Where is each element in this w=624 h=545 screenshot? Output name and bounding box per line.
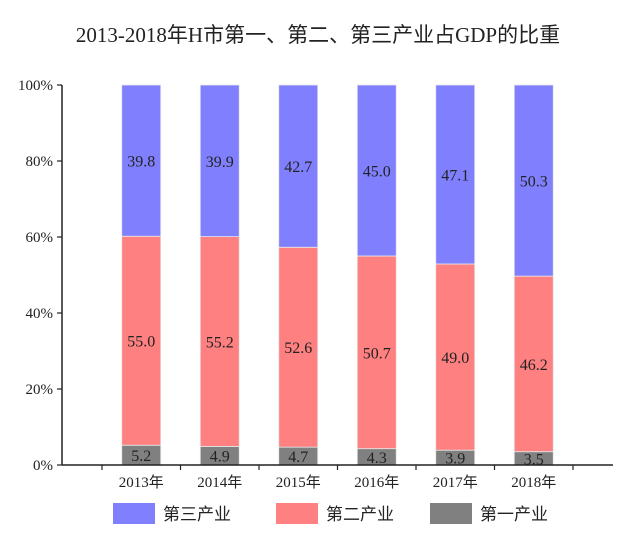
legend-swatch: [430, 503, 472, 524]
bar-segment: [513, 84, 554, 277]
y-tick-label: 0%: [33, 458, 53, 474]
y-tick-label: 100%: [18, 78, 53, 94]
data-label: 4.3: [367, 450, 387, 467]
y-tick-label: 20%: [26, 382, 54, 398]
data-label: 3.9: [445, 451, 465, 468]
data-label: 42.7: [284, 159, 312, 176]
legend-swatch: [113, 503, 155, 524]
x-tick-label: 2013年: [119, 474, 164, 491]
x-tick-label: 2018年: [511, 474, 556, 491]
bar-segment: [356, 84, 397, 257]
data-label: 47.1: [441, 167, 469, 184]
legend-label: 第一产业: [480, 505, 548, 524]
bar-segment: [278, 246, 319, 448]
bar-segment: [356, 255, 397, 450]
data-label: 49.0: [441, 350, 469, 367]
data-label: 39.9: [206, 154, 234, 171]
legend-swatch: [276, 503, 318, 524]
bar-segment: [435, 84, 476, 265]
data-label: 39.8: [127, 154, 155, 171]
data-label: 55.0: [127, 334, 155, 351]
data-label: 45.0: [363, 164, 391, 181]
bar-segment: [278, 84, 319, 248]
y-tick-label: 80%: [26, 154, 54, 170]
y-tick-label: 60%: [26, 230, 54, 246]
data-label: 55.2: [206, 335, 234, 352]
x-tick-label: 2014年: [197, 474, 242, 491]
data-label: 46.2: [520, 357, 548, 374]
data-label: 4.9: [210, 449, 230, 466]
data-label: 50.3: [520, 174, 548, 191]
bar-segment: [121, 84, 162, 237]
data-label: 3.5: [524, 451, 544, 468]
x-tick-label: 2016年: [354, 474, 399, 491]
bar-segment: [199, 84, 240, 238]
x-tick-label: 2017年: [433, 474, 478, 491]
legend-label: 第二产业: [326, 505, 394, 524]
data-label: 52.6: [284, 340, 312, 357]
x-tick-label: 2015年: [276, 474, 321, 491]
bar-segment: [199, 236, 240, 447]
legend-label: 第三产业: [163, 505, 231, 524]
bar-segment: [435, 263, 476, 451]
data-label: 4.7: [288, 449, 308, 466]
data-label: 50.7: [363, 345, 391, 362]
data-label: 5.2: [131, 448, 151, 465]
bar-segment: [121, 235, 162, 446]
y-tick-label: 40%: [26, 306, 54, 322]
chart-title: 2013-2018年H市第一、第二、第三产业占GDP的比重: [76, 23, 560, 47]
bar-segment: [513, 275, 554, 453]
